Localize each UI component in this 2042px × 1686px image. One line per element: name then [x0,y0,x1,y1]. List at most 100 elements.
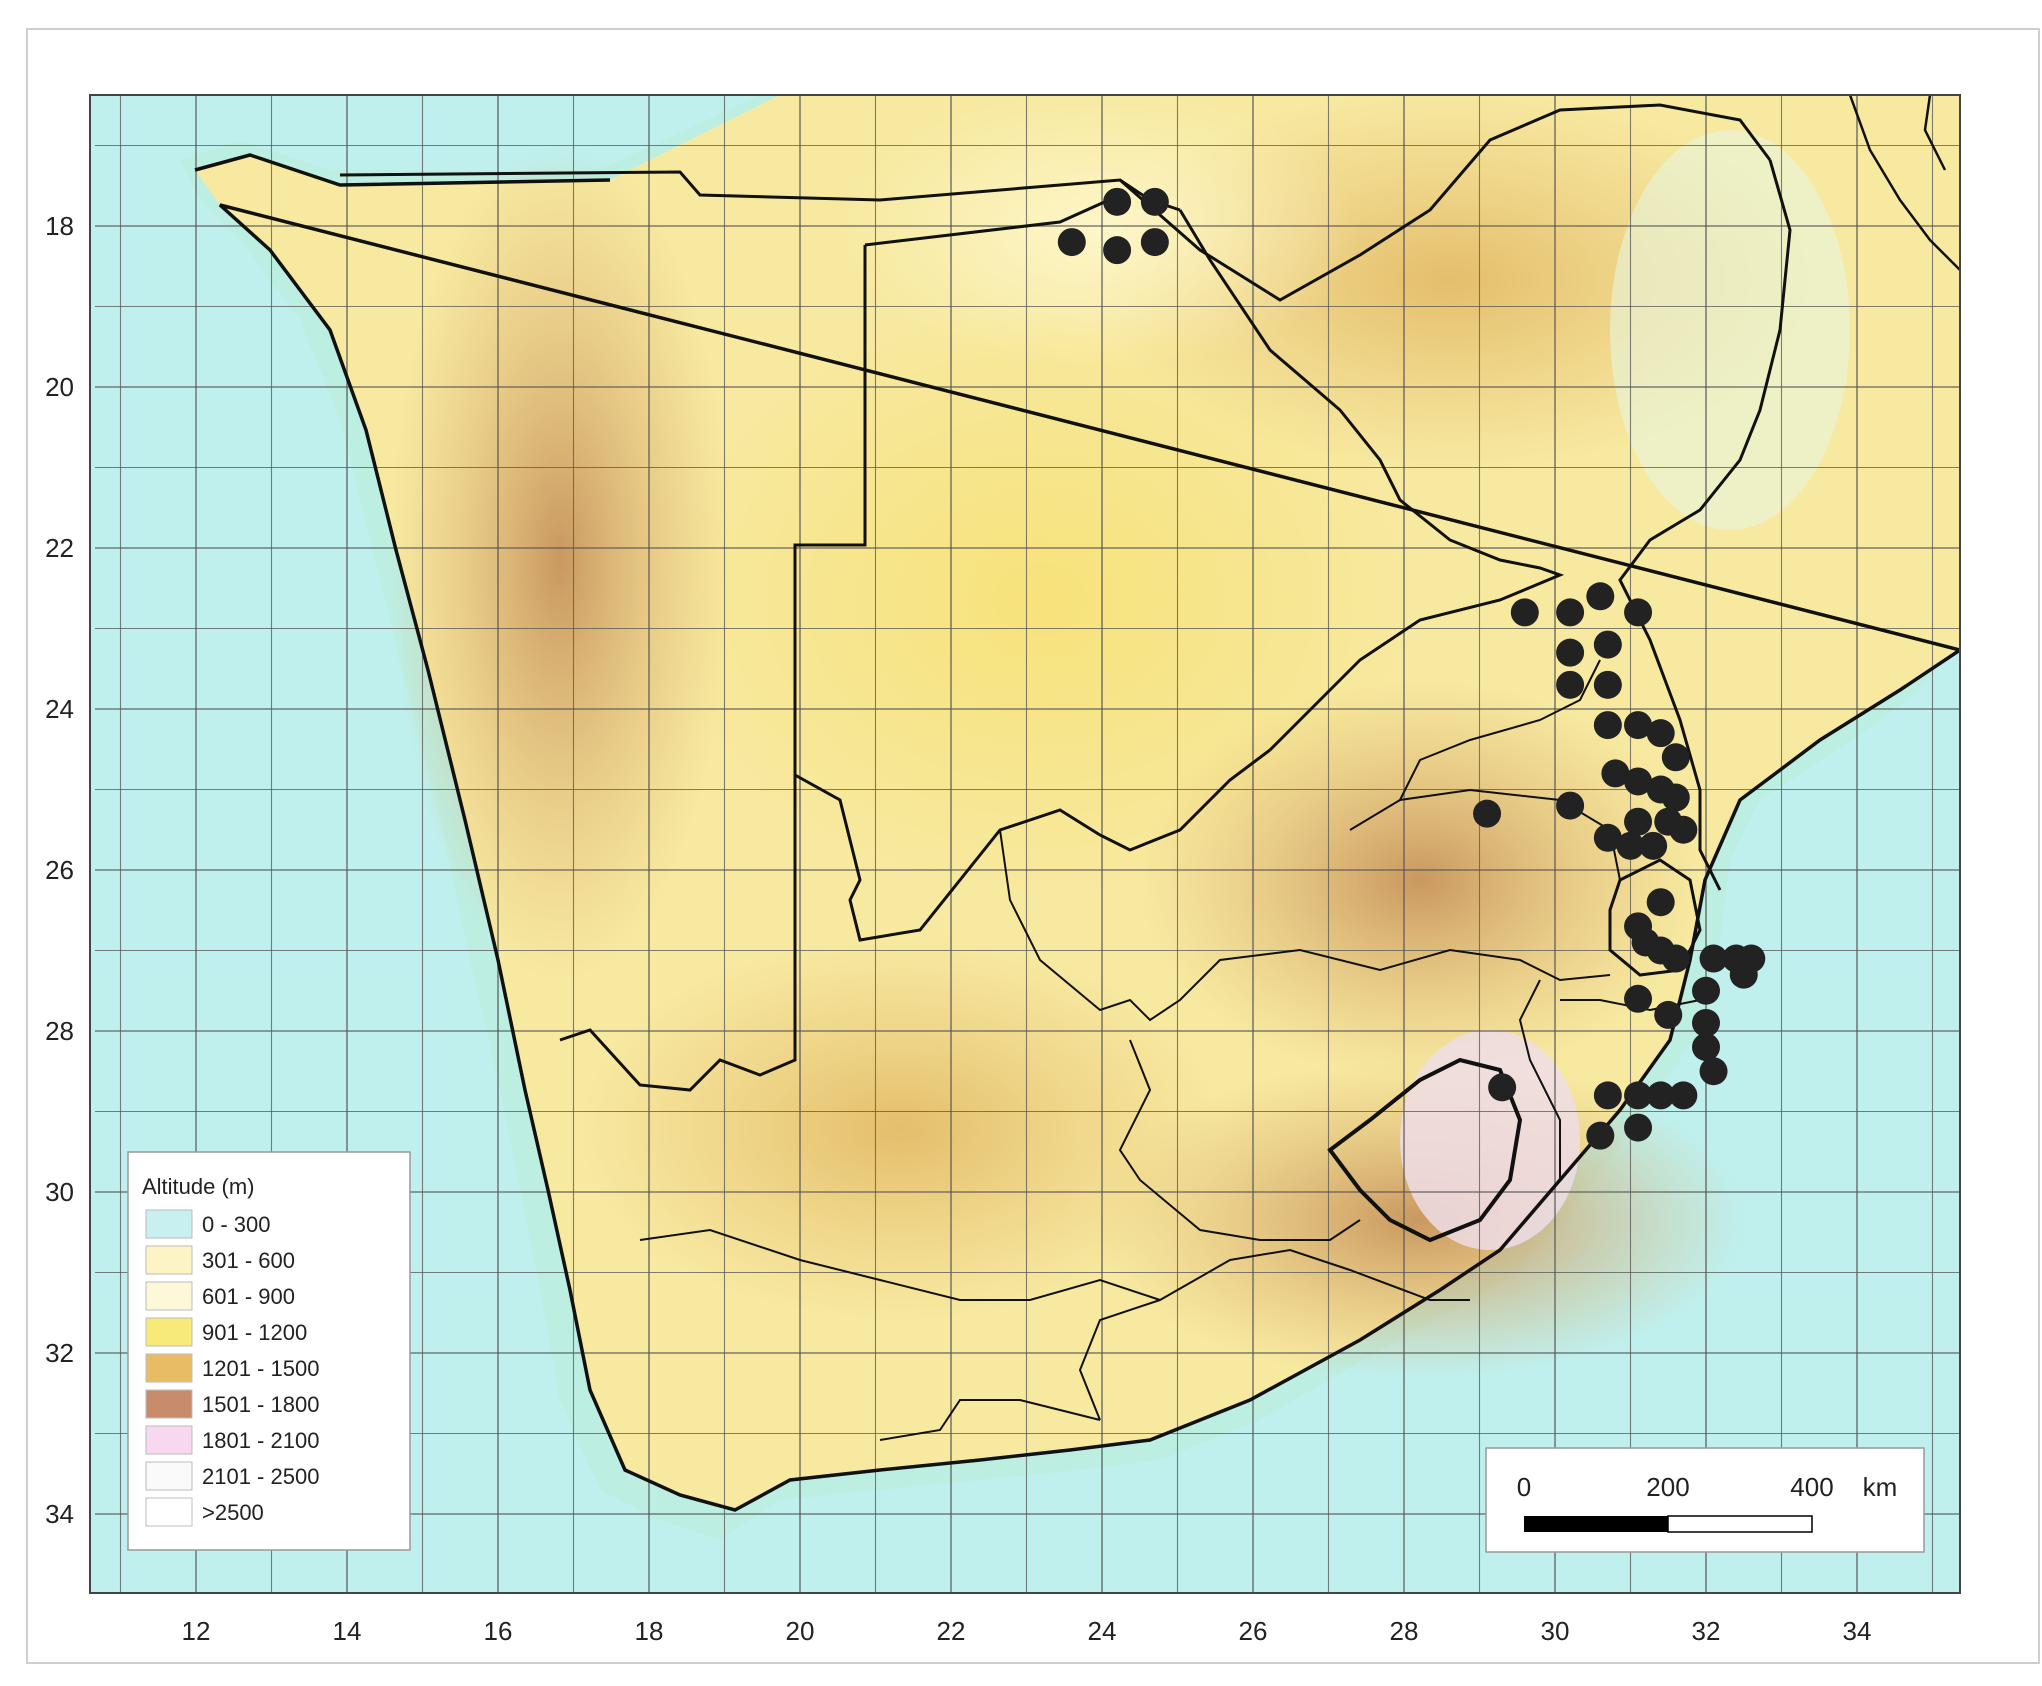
legend-label: 1501 - 1800 [202,1392,319,1417]
legend-swatch [145,1425,193,1455]
occurrence-point [1654,1000,1683,1029]
map-frame [89,94,1961,1594]
border-botswana-south [794,748,1271,942]
occurrence-point [1669,815,1698,844]
border-lesotho [1327,1057,1523,1243]
border-mozambique-north [1848,95,1960,271]
legend-swatch [145,1281,193,1311]
occurrence-point [1661,743,1690,772]
x-tick-label: 26 [1239,1616,1268,1646]
y-tick-label: 26 [45,855,74,885]
y-tick-label: 30 [45,1177,74,1207]
occurrence-point [1669,1081,1698,1110]
x-tick-label: 30 [1541,1616,1570,1646]
relief-zambezi-basin [840,95,1360,370]
occurrence-point [1624,767,1653,796]
occurrence-point [1699,1057,1728,1086]
occurrence-point [1586,1121,1615,1150]
border-botswana-east [1178,209,1565,752]
scale-label-0: 0 [1517,1472,1531,1502]
x-tick-label: 32 [1692,1616,1721,1646]
occurrence-point [1593,711,1622,740]
legend-title: Altitude (m) [142,1174,254,1199]
occurrence-point [1473,799,1502,828]
occurrence-point [1510,598,1539,627]
y-tick-label: 18 [45,211,74,241]
x-tick-label: 16 [484,1616,513,1646]
figure-frame [26,28,2040,1664]
x-tick-label: 28 [1390,1616,1419,1646]
occurrence-point [1556,670,1585,699]
border-sa-provinces [639,829,1701,1441]
legend-swatch [145,1461,193,1491]
occurrence-point [1556,598,1585,627]
occurrence-point [1556,791,1585,820]
x-axis-tick-labels: 12 14 16 18 20 22 24 26 28 30 32 34 [182,1616,1872,1646]
relief-mozambique-lowland [1610,130,1850,530]
y-tick-label: 34 [45,1499,74,1529]
x-tick-label: 20 [786,1616,815,1646]
relief-lesotho-highlands [1400,1030,1580,1250]
x-tick-label: 14 [333,1616,362,1646]
country-borders [194,95,1960,1512]
occurrence-point [1646,888,1675,917]
scale-label-400: 400 [1790,1472,1833,1502]
occurrence-point [1646,1081,1675,1110]
legend-label: 901 - 1200 [202,1320,307,1345]
occurrence-point [1692,1008,1720,1037]
occurrence-point [1639,831,1668,860]
y-tick-label: 28 [45,1016,74,1046]
relief-highveld [1140,680,1700,1080]
legend-swatch [145,1353,193,1383]
occurrence-point [1699,944,1728,973]
border-caprivi [864,193,1121,247]
occurrence-point [1692,976,1720,1005]
occurrence-point [1593,670,1622,699]
occurrence-point [1729,960,1758,989]
legend-items: 0 - 300 301 - 600 601 - 900 901 - 1200 1201 … [145,1209,319,1527]
y-axis-tick-labels: 18 20 22 24 26 28 30 32 34 [45,211,74,1529]
occurrence-point [1593,630,1622,659]
legend-label: 301 - 600 [202,1248,295,1273]
legend-label: >2500 [202,1500,264,1525]
legend-swatch [145,1497,193,1527]
relief-namibian-highlands [390,140,730,980]
x-tick-label: 24 [1088,1616,1117,1646]
occurrence-point [1661,783,1690,812]
relief-great-escarpment [1090,1060,1750,1380]
coastline [194,153,1960,1512]
occurrence-point [1624,807,1653,836]
border-malawi [1923,95,1947,171]
occurrence-point [1624,1081,1653,1110]
occurrence-point [1586,582,1615,611]
legend-label: 1801 - 2100 [202,1428,319,1453]
occurrence-point [1593,1081,1622,1110]
scale-segment-light [1667,1515,1813,1533]
legend-swatch [145,1209,193,1239]
legend-swatch [145,1389,193,1419]
occurrence-point [1103,236,1132,265]
x-tick-label: 34 [1843,1616,1872,1646]
occurrence-point [1593,823,1622,852]
scale-unit: km [1863,1472,1898,1502]
occurrence-point [1140,228,1169,257]
border-zimbabwe-zambia [1119,103,1772,302]
scale-bar: 0 200 400 km [1485,1447,1925,1553]
occurrence-point [1661,944,1690,973]
occurrence-point [1103,187,1132,216]
y-tick-label: 22 [45,533,74,563]
altitude-legend: Altitude (m) 0 - 300 301 - 600 601 - 900 90… [127,1151,411,1551]
border-mozambique-west [1618,159,1792,891]
y-tick-label: 24 [45,694,74,724]
scale-segment-dark [1524,1516,1668,1532]
border-namibia-botswana [559,245,867,1092]
occurrence-point [1140,187,1169,216]
scale-label-200: 200 [1646,1472,1689,1502]
occurrence-point [1057,228,1086,257]
legend-label: 1201 - 1500 [202,1356,319,1381]
y-tick-label: 20 [45,372,74,402]
legend-swatch [145,1317,193,1347]
occurrence-point [1624,1113,1653,1142]
